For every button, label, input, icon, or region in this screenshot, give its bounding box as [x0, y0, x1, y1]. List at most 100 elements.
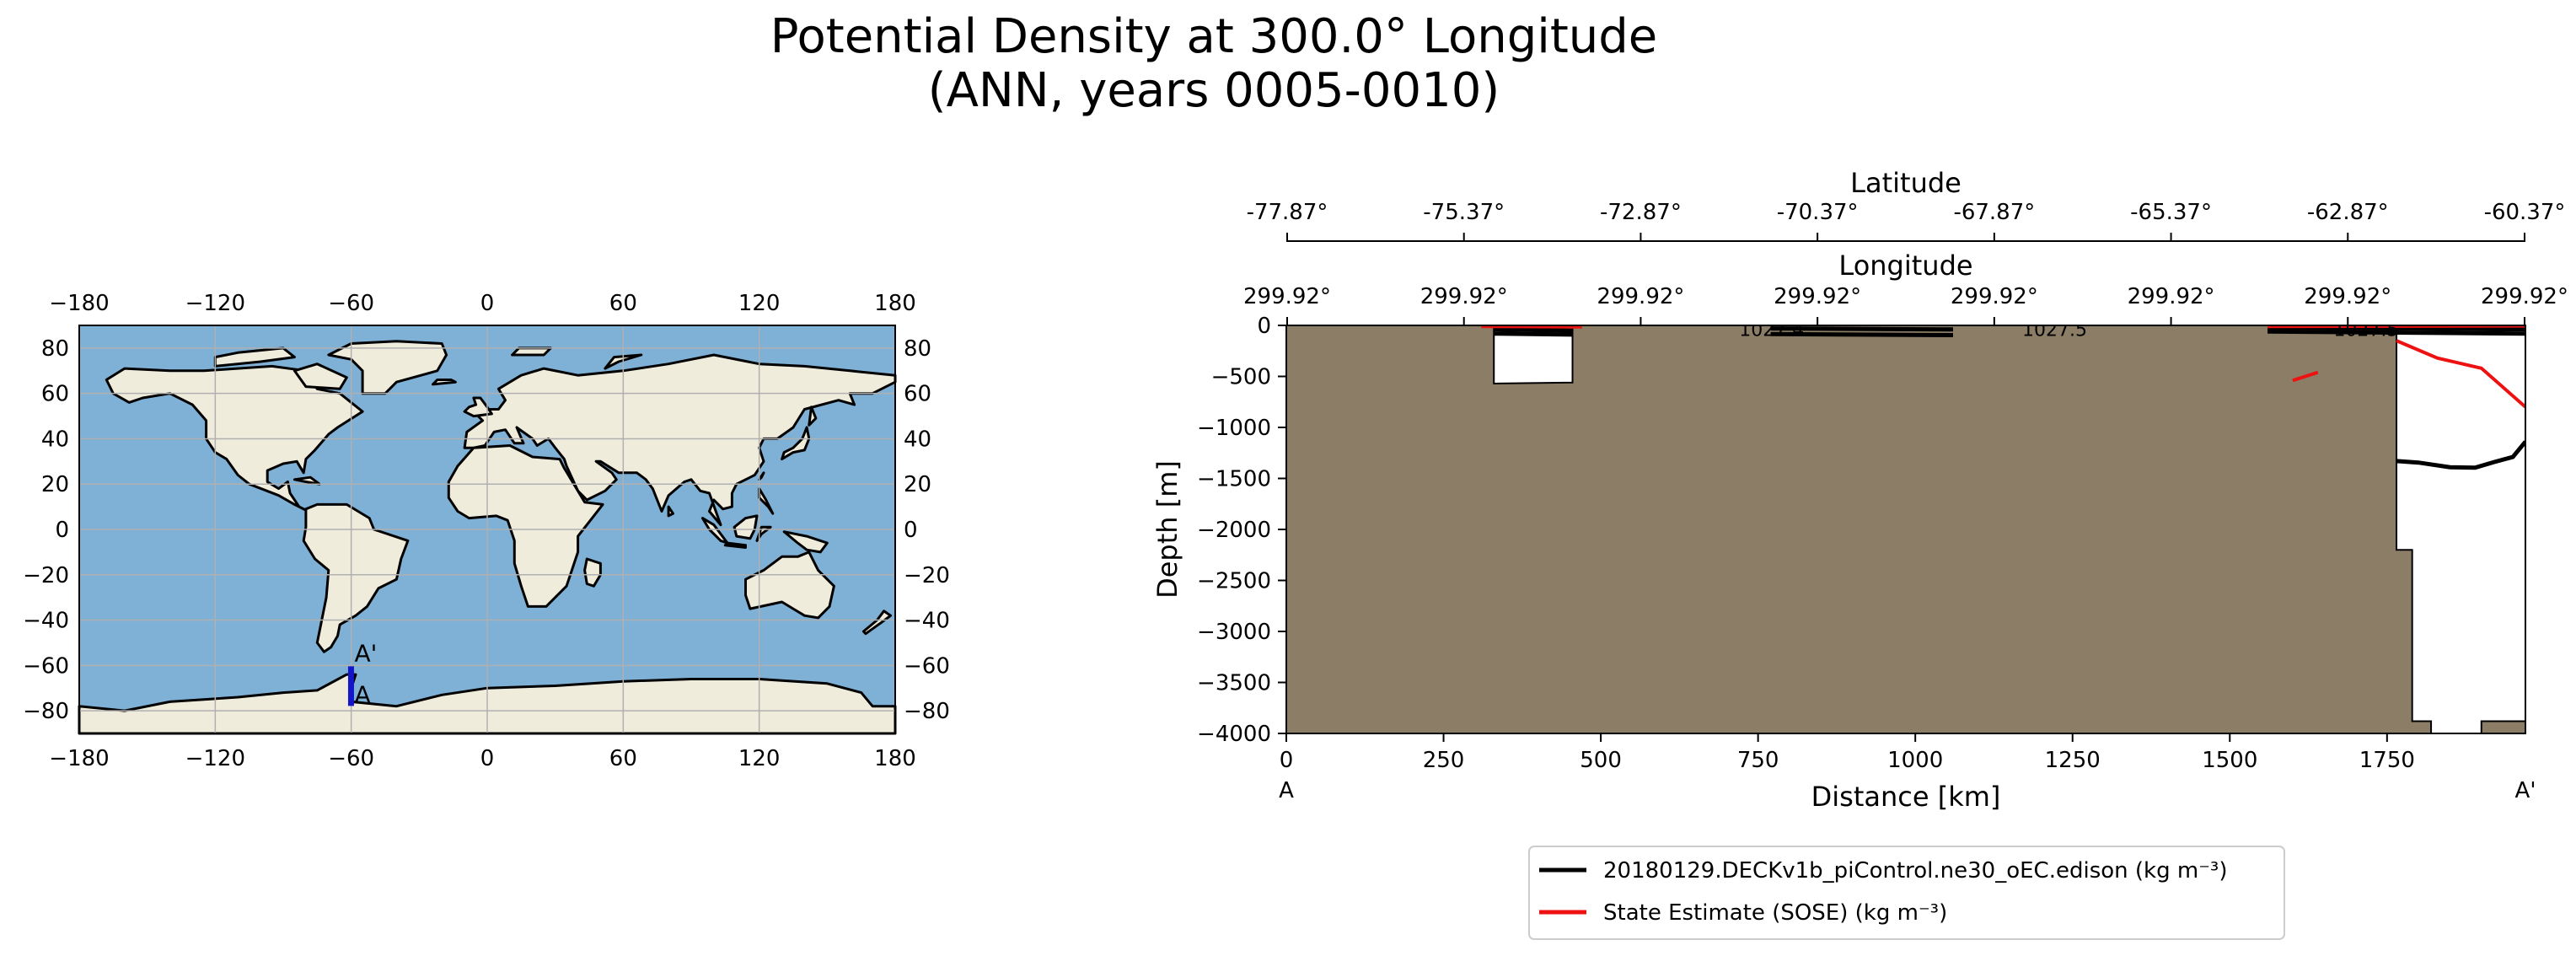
landmass-sri-lanka [667, 505, 674, 518]
landmass-japan [781, 426, 811, 461]
section-x-tick-label: 1000 [1887, 748, 1943, 773]
model-contour [1770, 326, 1954, 332]
section-start-label: A [1279, 778, 1294, 803]
map-right-tick-label: −20 [904, 563, 950, 588]
map-left-tick-label: −40 [23, 609, 69, 634]
map-bottom-tick-label: −180 [49, 746, 109, 771]
latitude-tick-label: -62.87° [2307, 200, 2389, 225]
map-right-tick-label: −40 [904, 609, 950, 634]
landmass-new-guinea [782, 530, 829, 554]
section-x-tick-label: 1250 [2045, 748, 2101, 773]
legend-sose-label: State Estimate (SOSE) (kg m⁻³) [1603, 900, 1947, 926]
transect-start-label: A [354, 680, 370, 708]
section-y-tick-label: −3500 [1197, 671, 1271, 696]
legend-model-label: 20180129.DECKv1b_piControl.ne30_oEC.edis… [1603, 858, 2227, 883]
model-contour [1770, 331, 1954, 337]
map-left-tick-label: −80 [23, 699, 69, 724]
map-left-tick-label: 60 [41, 382, 69, 407]
map-top-tick-label: −180 [49, 291, 109, 316]
section-ylabel: Depth [m] [1151, 460, 1183, 599]
landmass-iceland [432, 379, 457, 386]
longitude-tick-label: 299.92° [1243, 284, 1331, 309]
map-left-tick-label: −60 [23, 653, 69, 679]
model-contour [1494, 331, 1573, 337]
landmass-taiwan [758, 471, 765, 481]
landmass-south-america [302, 502, 410, 653]
latitude-tick-label: -70.37° [1777, 200, 1859, 225]
map-top-tick-label: 0 [480, 291, 495, 316]
section-y-tick-label: −2000 [1197, 518, 1271, 543]
section-end-label: A' [2515, 778, 2536, 803]
latitude-axis-label: Latitude [1850, 167, 1962, 199]
model-contour [2396, 440, 2525, 470]
section-ticks: 0 250 500 750 1000 1250 1500 1750 0 −500 −1000 −150… [1197, 314, 2415, 773]
legend-box [1528, 846, 2285, 940]
seafloor-polygon [1286, 325, 2525, 733]
landmass-novaya-zemlya [604, 353, 643, 370]
longitude-top-axis: 299.92° 299.92° 299.92° 299.92° 299.92° 299.9… [1243, 284, 2568, 325]
map-gridlines [78, 325, 896, 733]
landmass-madagascar [583, 557, 602, 588]
map-transect-group: A A' [347, 639, 377, 708]
sose-contour [2396, 339, 2525, 409]
landmass-australia [744, 551, 835, 620]
map-bottom-tick-label: 60 [609, 746, 637, 771]
longitude-tick-label: 299.92° [1597, 284, 1684, 309]
section-x-tick-label: 0 [1280, 748, 1294, 773]
contour-lines: 1027.4 1027.5 1027.5 [1481, 320, 2525, 470]
landmass-sumatra [700, 517, 729, 545]
map-left-tick-label: 0 [55, 518, 69, 543]
section-y-tick-label: −4000 [1197, 722, 1271, 747]
landmass-eurasia [463, 353, 897, 527]
section-x-tick-label: 250 [1423, 748, 1465, 773]
figure-title-line-1: Potential Density at 300.0° Longitude [770, 9, 1658, 64]
section-x-tick-label: 1750 [2359, 748, 2415, 773]
latitude-top-axis: -77.87° -75.37° -72.87° -70.37° -67.87° -65.3… [1247, 200, 2565, 241]
section-y-tick-label: −1500 [1197, 467, 1271, 492]
latitude-tick-label: -67.87° [1953, 200, 2035, 225]
map-bottom-tick-label: 180 [874, 746, 916, 771]
model-contour [2267, 329, 2525, 336]
map-bottom-tick-label: −60 [328, 746, 374, 771]
map-bottom-tick-label: 0 [480, 746, 495, 771]
latitude-tick-label: -75.37° [1423, 200, 1505, 225]
section-y-tick-label: −3000 [1197, 620, 1271, 645]
map-top-tick-label: 180 [874, 291, 916, 316]
latitude-tick-label: -65.37° [2130, 200, 2212, 225]
map-left-tick-label: −20 [23, 563, 69, 588]
section-x-tick-label: 750 [1737, 748, 1779, 773]
section-xlabel: Distance [km] [1811, 781, 2001, 813]
landmass-java [723, 541, 747, 549]
landmass-hokkaido-sakhalin [808, 405, 818, 427]
map-right-tick-label: 20 [904, 472, 931, 497]
landmass-baffin-island [292, 363, 348, 390]
longitude-tick-label: 299.92° [1420, 284, 1508, 309]
map-tick-labels: −180 −180 −120 −120 −60 −60 0 0 60 60 120 120 180 180… [23, 291, 950, 771]
figure-title-line-2: (ANN, years 0005-0010) [928, 63, 1500, 118]
map-left-tick-label: 40 [41, 427, 69, 452]
section-y-tick-label: −500 [1211, 365, 1271, 390]
sose-contour-label: 1027.4 [1739, 320, 1804, 341]
longitude-tick-label: 299.92° [2304, 284, 2391, 309]
sose-contour-label: 1027.5 [2022, 320, 2087, 341]
latitude-tick-label: -72.87° [1600, 200, 1682, 225]
landmass-svalbard [511, 346, 552, 357]
map-right-tick-label: −80 [904, 699, 950, 724]
longitude-tick-label: 299.92° [1774, 284, 1861, 309]
map-bottom-tick-label: −120 [185, 746, 245, 771]
map-top-tick-label: 60 [609, 291, 637, 316]
section-y-tick-label: −2500 [1197, 569, 1271, 594]
landmass-new-zealand [861, 610, 893, 636]
map-right-tick-label: −60 [904, 653, 950, 679]
map-bottom-tick-label: 120 [738, 746, 781, 771]
landmass-british-isles [463, 396, 493, 418]
map-left-tick-label: 80 [41, 336, 69, 362]
map-top-tick-label: −120 [185, 291, 245, 316]
map-right-tick-label: 0 [904, 518, 918, 543]
longitude-tick-label: 299.92° [2481, 284, 2568, 309]
map-top-tick-label: −60 [328, 291, 374, 316]
sose-contour [2292, 370, 2319, 383]
map-top-tick-label: 120 [738, 291, 781, 316]
section-x-tick-label: 1500 [2202, 748, 2257, 773]
